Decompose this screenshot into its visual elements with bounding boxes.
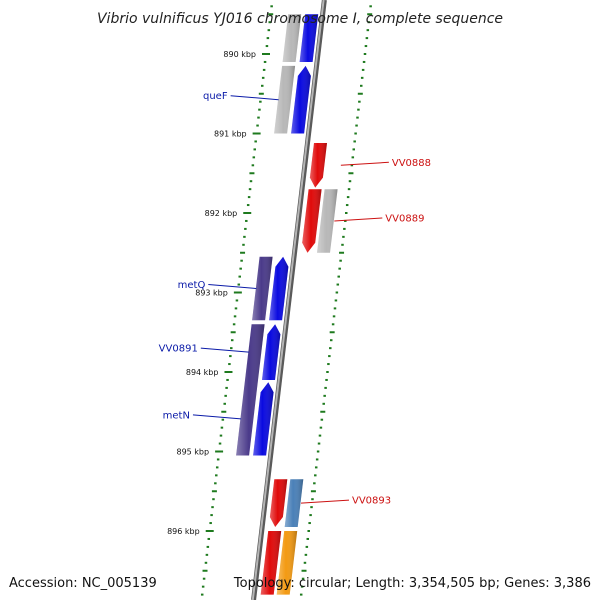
metq-outer-feature-shading: [269, 256, 289, 321]
gene-label-line: [192, 414, 241, 420]
gene-0-outer-feature-shading: [299, 14, 319, 63]
gene-8-inner-feature-shading: [252, 256, 273, 321]
gene-11-inner-feature-shading: [236, 324, 265, 456]
accession-text: Accession: NC_005139: [9, 576, 157, 591]
gene-6-outer-feature-shading: [317, 189, 338, 253]
gene-label-quef[interactable]: queF: [203, 91, 228, 102]
gene-13-outer-feature-shading: [284, 479, 304, 527]
tick-label: 891 kbp: [214, 130, 247, 139]
tick-label: 890 kbp: [223, 50, 256, 59]
gene-label-line: [300, 499, 350, 504]
gene-label-line: [200, 347, 249, 353]
gene-label-metq[interactable]: metQ: [178, 280, 206, 291]
tick-label: 896 kbp: [167, 527, 200, 536]
quef-outer-feature-shading: [291, 65, 311, 134]
genes-layer: [236, 14, 338, 595]
gene-label-vv0888[interactable]: VV0888: [392, 158, 431, 169]
vv0889-inner-feature-shading: [302, 189, 322, 253]
gene-label-line: [334, 217, 383, 222]
map-title: Vibrio vulnificus YJ016 chromosome I, co…: [97, 11, 503, 27]
gene-label-metn[interactable]: metN: [163, 410, 190, 421]
ticks-layer: 890 kbp 891 kbp 892 kbp 893 kbp 894 kbp 895 k…: [167, 50, 270, 536]
gene-15-outer-feature-shading: [276, 531, 298, 595]
gene-label-line: [230, 95, 279, 101]
backbone-layer: [251, 0, 327, 600]
gene-3-inner-feature-shading: [274, 65, 296, 134]
vv0891-outer-feature-shading: [262, 324, 281, 380]
backbone-line: [251, 0, 325, 600]
gene-label-line: [340, 161, 389, 166]
vv0893-inner-feature-shading: [269, 479, 288, 527]
tick-label: 895 kbp: [176, 448, 209, 457]
gene-labels-layer: queF VV0888 VV0889 metQ VV0891 metN VV0893: [159, 91, 431, 506]
gene-14-inner-feature-shading: [260, 531, 282, 595]
gene-label-vv0893[interactable]: VV0893: [352, 496, 391, 507]
gene-label-line: [208, 284, 257, 290]
tick-label: 892 kbp: [205, 209, 238, 218]
tick-label: 894 kbp: [186, 368, 219, 377]
tick-label: 893 kbp: [195, 289, 228, 298]
gene-label-vv0889[interactable]: VV0889: [385, 213, 424, 224]
gene-label-vv0891[interactable]: VV0891: [159, 344, 198, 355]
topology-text: Topology: circular; Length: 3,354,505 bp…: [233, 576, 591, 591]
gene-1-inner-feature-shading: [282, 14, 302, 63]
vv0888-inner-feature-shading: [309, 143, 327, 188]
metn-outer-feature-shading: [253, 382, 274, 456]
